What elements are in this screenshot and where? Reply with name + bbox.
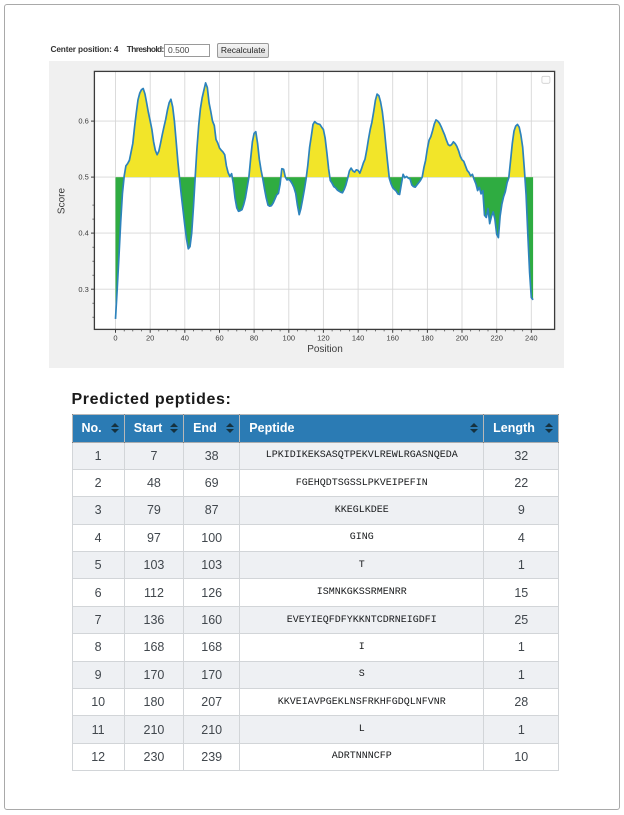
svg-text:220: 220 [490,334,503,343]
svg-text:0.3: 0.3 [78,285,88,294]
svg-text:60: 60 [215,334,223,343]
svg-text:20: 20 [146,334,154,343]
svg-text:80: 80 [250,334,258,343]
svg-text:180: 180 [421,334,434,343]
svg-text:160: 160 [386,334,399,343]
svg-text:100: 100 [283,334,296,343]
svg-text:0.4: 0.4 [78,229,88,238]
svg-text:0.5: 0.5 [78,173,88,182]
svg-text:0.6: 0.6 [78,117,88,126]
svg-text:140: 140 [352,334,365,343]
svg-text:40: 40 [181,334,189,343]
svg-text:120: 120 [317,334,330,343]
svg-text:200: 200 [456,334,469,343]
svg-text:0: 0 [113,334,117,343]
svg-text:240: 240 [525,334,538,343]
svg-text:Score: Score [57,188,68,215]
svg-text:Position: Position [307,344,343,355]
